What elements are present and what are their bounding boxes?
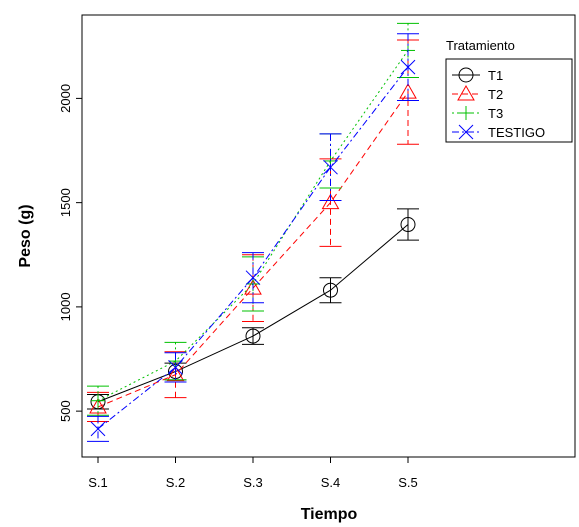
- legend-item-testigo: TESTIGO: [452, 124, 545, 140]
- legend-marker: [459, 106, 473, 120]
- y-axis-title: Peso (g): [17, 204, 34, 267]
- data-point: [90, 421, 106, 437]
- y-tick-label: 1000: [58, 292, 73, 321]
- x-tick-label: S.5: [398, 475, 418, 490]
- data-point: [245, 270, 261, 286]
- x-tick-label: S.1: [88, 475, 108, 490]
- legend-label: T2: [488, 87, 503, 102]
- error-bar: [87, 415, 109, 442]
- legend-marker: [457, 84, 475, 101]
- series-line-testigo: [97, 66, 409, 430]
- legend-marker: [458, 124, 474, 140]
- legend-item-t3: T3: [452, 106, 503, 121]
- error-bar: [164, 352, 187, 383]
- error-bar: [319, 277, 342, 304]
- series-line-t1: [97, 224, 409, 403]
- legend-label: T1: [488, 68, 503, 83]
- legend-label: T3: [488, 106, 503, 121]
- legend-label: TESTIGO: [488, 125, 545, 140]
- legend-item-t1: T1: [452, 67, 503, 83]
- data-point: [245, 328, 261, 344]
- legend-items: T1 T2 T3 TESTIGO: [452, 67, 545, 140]
- data-point: [400, 59, 416, 75]
- data-point: [91, 393, 105, 408]
- x-axis-title: Tiempo: [301, 506, 358, 523]
- x-tick-label: S.2: [166, 475, 186, 490]
- series-testigo: [87, 33, 419, 442]
- y-axis: 500 1000 1500 2000: [58, 84, 83, 422]
- data-point: [323, 282, 338, 298]
- series-layer: [87, 22, 419, 442]
- legend-title: Tratamiento: [446, 38, 515, 53]
- x-tick-label: S.4: [321, 475, 341, 490]
- legend-item-t2: T2: [452, 84, 503, 102]
- data-point: [168, 359, 183, 375]
- x-axis: S.1 S.2 S.3 S.4 S.5: [88, 456, 418, 490]
- y-tick-label: 1500: [58, 188, 73, 217]
- x-tick-label: S.3: [243, 475, 263, 490]
- legend-marker: [458, 67, 474, 83]
- error-bar: [87, 385, 109, 416]
- data-point: [321, 193, 340, 210]
- series-t2: [87, 39, 419, 423]
- data-point: [400, 217, 416, 233]
- data-point: [166, 365, 185, 382]
- error-bar: [319, 158, 342, 247]
- error-bar: [242, 327, 264, 345]
- series-line-t2: [97, 91, 409, 408]
- series-line-t3: [97, 50, 409, 402]
- y-tick-label: 500: [58, 400, 73, 422]
- y-tick-label: 2000: [58, 84, 73, 113]
- error-bar: [397, 208, 419, 241]
- data-point: [323, 159, 338, 175]
- legend: Tratamiento T1 T2 T3 TESTIGO: [445, 38, 573, 143]
- series-t3: [87, 22, 419, 416]
